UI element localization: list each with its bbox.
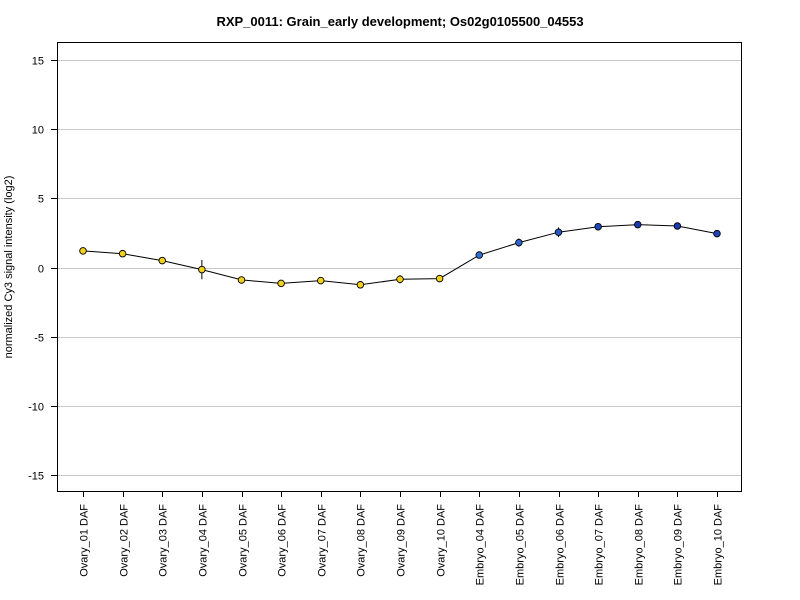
x-tick-label: Ovary_07 DAF: [317, 504, 329, 577]
y-tick-label: 5: [38, 194, 44, 206]
data-point: [634, 220, 642, 229]
data-point: [435, 274, 444, 283]
x-tick-label: Embryo_08 DAF: [634, 504, 646, 586]
y-axis-label: normalized Cy3 signal intensity (log2): [3, 176, 15, 359]
data-point: [713, 229, 721, 238]
data-point: [118, 249, 127, 258]
data-point: [475, 251, 484, 259]
data-point: [396, 275, 404, 284]
x-tick-label: Embryo_05 DAF: [515, 504, 527, 586]
data-point: [277, 279, 285, 288]
x-tick-label: Ovary_06 DAF: [277, 504, 289, 577]
x-tick-label: Embryo_06 DAF: [555, 504, 567, 586]
data-point: [79, 247, 87, 255]
x-tick-label: Ovary_01 DAF: [79, 504, 91, 577]
x-axis: Ovary_01 DAF Ovary_02 DAF Ovary_03 DAF Ovar…: [79, 491, 725, 585]
data-point: [554, 228, 563, 236]
y-tick-label: 15: [32, 56, 44, 68]
x-tick-label: Ovary_05 DAF: [238, 504, 250, 577]
data-point: [673, 222, 682, 230]
x-tick-label: Ovary_08 DAF: [356, 504, 368, 577]
x-tick-label: Embryo_04 DAF: [475, 504, 487, 586]
y-axis: 15 10 5 0 -5 -10 -15: [28, 56, 57, 483]
x-tick-label: Ovary_03 DAF: [158, 504, 170, 577]
x-tick-label: Ovary_10 DAF: [436, 504, 448, 577]
data-point: [515, 238, 523, 247]
y-tick-label: -10: [28, 402, 44, 414]
data-point: [158, 256, 166, 265]
data-point: [594, 222, 602, 231]
y-tick-label: 0: [38, 264, 44, 276]
x-tick-label: Embryo_09 DAF: [673, 504, 685, 586]
data-point: [198, 265, 206, 274]
data-point: [237, 276, 246, 284]
plot-frame: [57, 42, 742, 492]
x-tick-label: Ovary_04 DAF: [198, 504, 210, 577]
x-tick-label: Ovary_02 DAF: [119, 504, 131, 577]
data-point: [317, 276, 325, 285]
grid-layer: [58, 60, 741, 476]
chart-title: RXP_0011: Grain_early development; Os02g…: [216, 14, 584, 29]
data-point: [356, 281, 365, 289]
x-tick-label: Ovary_09 DAF: [396, 504, 408, 577]
y-tick-label: -5: [34, 333, 44, 345]
y-tick-label: -15: [28, 471, 44, 483]
x-tick-label: Embryo_07 DAF: [594, 504, 606, 586]
points-layer: [79, 220, 721, 289]
y-tick-label: 10: [32, 125, 44, 137]
x-tick-label: Embryo_10 DAF: [713, 504, 725, 586]
